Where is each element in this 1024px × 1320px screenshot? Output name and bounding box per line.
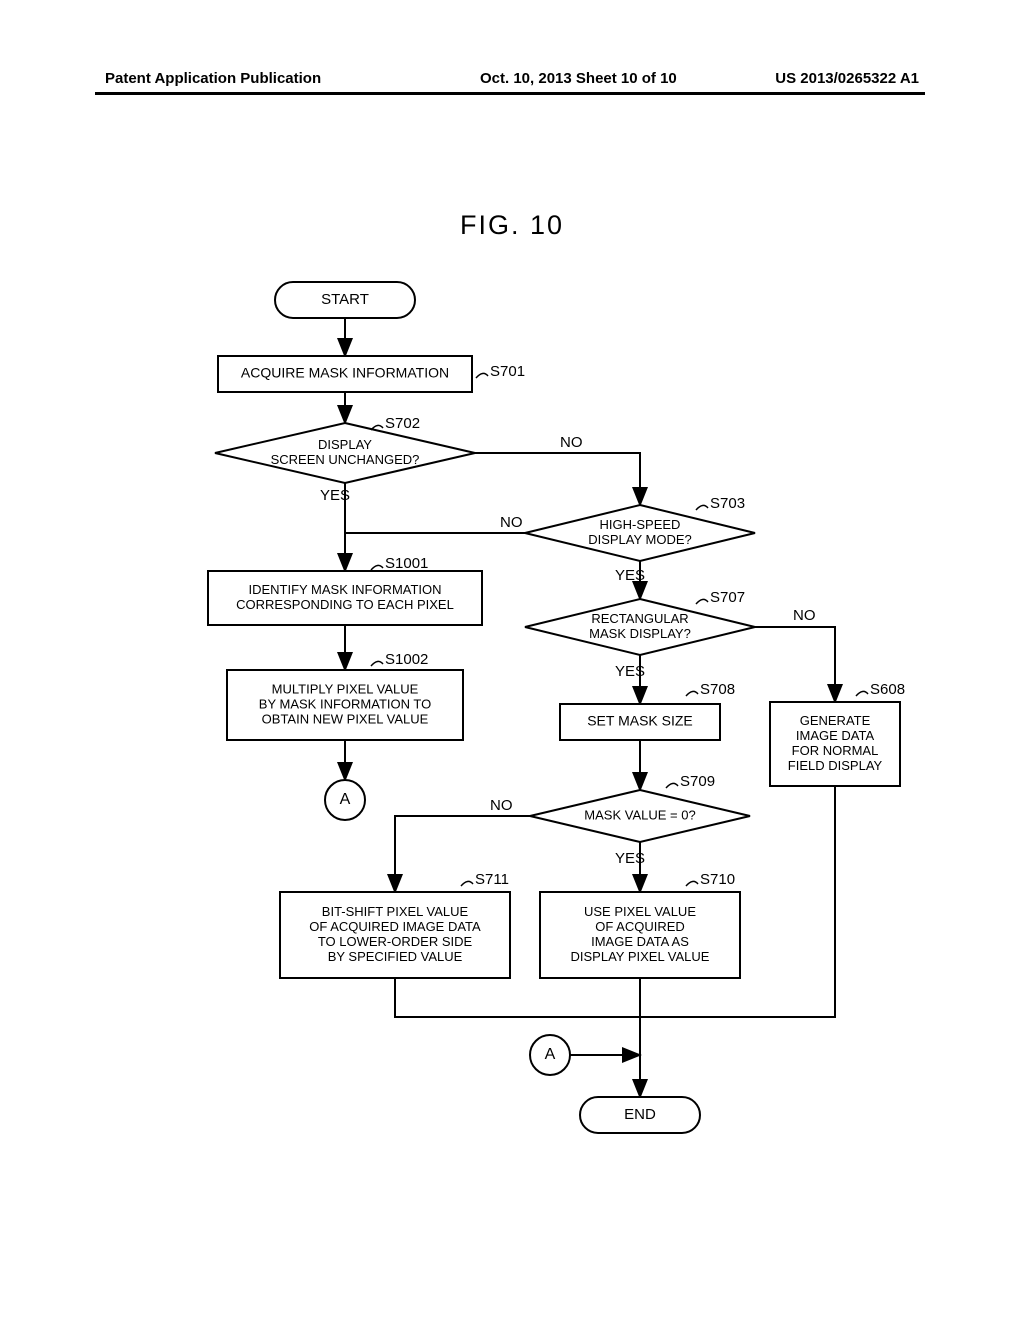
step-label: S608 <box>870 681 905 698</box>
node-label: IMAGE DATA <box>796 728 875 743</box>
step-label: S701 <box>490 363 525 380</box>
node-label: IMAGE DATA AS <box>591 934 689 949</box>
step-label: S707 <box>710 589 745 606</box>
edge-label: YES <box>615 850 645 867</box>
step-label: S1002 <box>385 651 428 668</box>
edge <box>755 627 835 702</box>
edge-label: YES <box>320 487 350 504</box>
node-label: OBTAIN NEW PIXEL VALUE <box>262 711 429 726</box>
step-label: S1001 <box>385 555 428 572</box>
node-label: BY SPECIFIED VALUE <box>328 949 463 964</box>
node-label: BY MASK INFORMATION TO <box>259 696 431 711</box>
node-label: RECTANGULAR <box>591 611 688 626</box>
node-label: ACQUIRE MASK INFORMATION <box>241 365 449 381</box>
node-label: SCREEN UNCHANGED? <box>271 452 420 467</box>
node-label: A <box>545 1046 556 1063</box>
node-label: OF ACQUIRED IMAGE DATA <box>309 919 481 934</box>
node-label: GENERATE <box>800 713 871 728</box>
edge <box>395 816 530 892</box>
node-label: USE PIXEL VALUE <box>584 904 696 919</box>
edge <box>395 978 640 1017</box>
node-label: SET MASK SIZE <box>587 713 693 729</box>
node-label: A <box>340 791 351 808</box>
node-label: FIELD DISPLAY <box>788 758 883 773</box>
step-label: S702 <box>385 415 420 432</box>
node-label: DISPLAY MODE? <box>588 532 692 547</box>
node-label: DISPLAY PIXEL VALUE <box>571 949 710 964</box>
edge-label: NO <box>560 434 583 451</box>
node-label: FOR NORMAL <box>792 743 879 758</box>
edge <box>475 453 640 505</box>
node-label: TO LOWER-ORDER SIDE <box>318 934 473 949</box>
flowchart-svg: YES NO NO YES YES NO YES NO START ACQUIRE MASK IN… <box>0 0 1024 1320</box>
step-label: S711 <box>475 871 509 888</box>
node-label: BIT-SHIFT PIXEL VALUE <box>322 904 469 919</box>
step-label: S709 <box>680 773 715 790</box>
node-label: MULTIPLY PIXEL VALUE <box>272 681 419 696</box>
node-label: START <box>321 291 369 308</box>
edge-label: NO <box>500 514 523 531</box>
node-label: IDENTIFY MASK INFORMATION <box>248 582 441 597</box>
step-label: S703 <box>710 495 745 512</box>
step-label: S710 <box>700 871 735 888</box>
edge-label: NO <box>490 797 513 814</box>
node-label: CORRESPONDING TO EACH PIXEL <box>236 597 454 612</box>
node-label: MASK DISPLAY? <box>589 626 691 641</box>
node-label: HIGH-SPEED <box>600 517 681 532</box>
edge-label: NO <box>793 607 816 624</box>
edge-label: YES <box>615 567 645 584</box>
node-label: END <box>624 1106 656 1123</box>
node-label: DISPLAY <box>318 437 372 452</box>
node-label: OF ACQUIRED <box>595 919 685 934</box>
node-label: MASK VALUE = 0? <box>584 807 695 822</box>
step-label: S708 <box>700 681 735 698</box>
edge-label: YES <box>615 663 645 680</box>
